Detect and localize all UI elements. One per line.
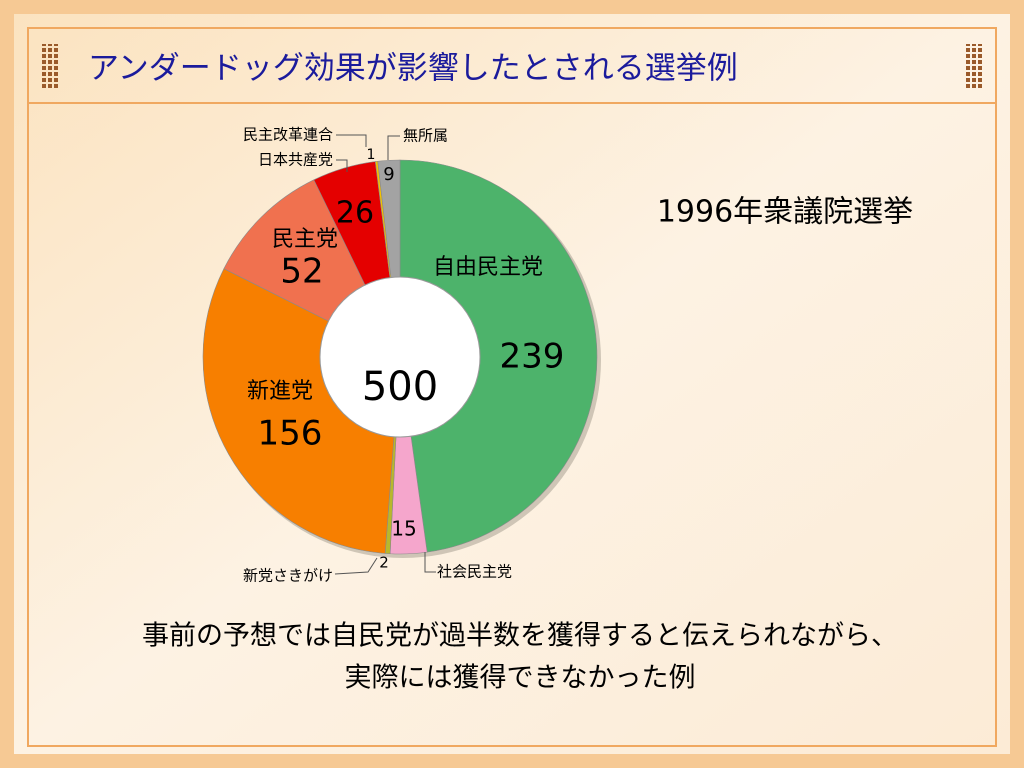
slice-name: 民主党 xyxy=(272,227,338,252)
slice-name: 新進党 xyxy=(247,379,313,404)
slice-value: 2 xyxy=(379,554,389,572)
leader-line xyxy=(334,557,378,575)
slice-name: 民主改革連合 xyxy=(243,126,333,144)
caption-line: 事前の予想では自民党が過半数を獲得すると伝えられながら、 xyxy=(142,621,898,652)
slice-value: 52 xyxy=(280,252,323,292)
leader-line xyxy=(387,135,400,160)
leader-line xyxy=(424,552,436,573)
corner-deco xyxy=(42,44,58,90)
slice-name: 無所属 xyxy=(403,127,448,145)
slice-value: 156 xyxy=(258,414,323,454)
slice-name: 日本共産党 xyxy=(258,151,333,169)
frame xyxy=(27,27,997,747)
corner-deco xyxy=(966,44,982,90)
slice-value: 26 xyxy=(336,196,374,231)
caption-line: 実際には獲得できなかった例 xyxy=(345,663,696,694)
total-label: 500 xyxy=(362,364,438,410)
slice-value: 9 xyxy=(383,164,394,185)
leader-line xyxy=(336,134,367,147)
leader-line xyxy=(336,159,348,172)
slide-title: アンダードッグ効果が影響したとされる選挙例 xyxy=(88,51,738,87)
slice-name: 社会民主党 xyxy=(437,563,512,581)
slice-value: 239 xyxy=(500,337,565,377)
slice-value: 15 xyxy=(391,517,416,541)
slice-value: 1 xyxy=(367,147,376,163)
slice-name: 新党さきがけ xyxy=(243,567,333,585)
slice-name: 自由民主党 xyxy=(433,255,543,280)
leader-lines xyxy=(334,134,436,575)
donut-hole xyxy=(319,276,481,438)
chart-subtitle: 1996年衆議院選挙 xyxy=(657,195,913,230)
